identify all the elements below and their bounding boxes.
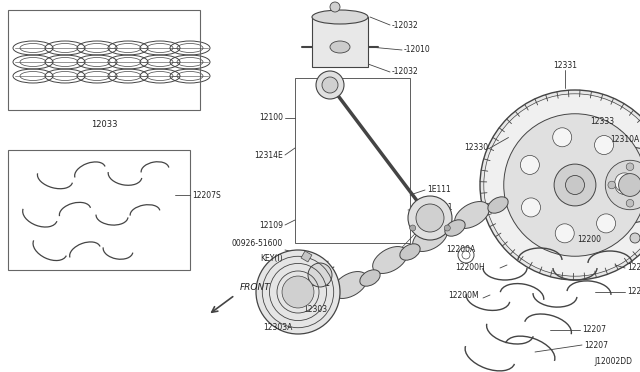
Text: 12207: 12207 [627, 263, 640, 273]
Text: 12314E: 12314E [254, 151, 283, 160]
Circle shape [408, 196, 452, 240]
Circle shape [256, 250, 340, 334]
Text: -12032: -12032 [392, 20, 419, 29]
Circle shape [410, 225, 415, 231]
Ellipse shape [488, 197, 508, 213]
Circle shape [444, 225, 451, 231]
Circle shape [522, 198, 541, 217]
Text: 12207: 12207 [584, 340, 608, 350]
Text: 12100: 12100 [259, 113, 283, 122]
Circle shape [595, 135, 614, 154]
Ellipse shape [330, 41, 350, 53]
Circle shape [282, 276, 314, 308]
Text: KEY(I): KEY(I) [260, 253, 283, 263]
Text: 12303: 12303 [303, 305, 327, 314]
Text: 00926-51600: 00926-51600 [232, 240, 283, 248]
Text: 1E111: 1E111 [427, 186, 451, 195]
Bar [8, 10, 200, 110]
Ellipse shape [445, 220, 465, 236]
Circle shape [553, 128, 572, 147]
Circle shape [592, 147, 640, 223]
Circle shape [615, 173, 634, 192]
Circle shape [504, 114, 640, 256]
Text: -12032: -12032 [392, 67, 419, 77]
Text: 12200: 12200 [577, 235, 601, 244]
Circle shape [286, 280, 310, 304]
Circle shape [619, 174, 640, 196]
Text: J12002DD: J12002DD [594, 357, 632, 366]
Circle shape [596, 214, 616, 233]
Circle shape [316, 71, 344, 99]
Text: 13021: 13021 [306, 279, 330, 289]
Text: 12200A: 12200A [445, 246, 475, 254]
Circle shape [566, 176, 584, 195]
Text: 12303F: 12303F [562, 170, 591, 180]
Bar [295, 78, 410, 243]
Circle shape [605, 160, 640, 210]
Circle shape [308, 263, 332, 287]
Circle shape [480, 90, 640, 280]
Text: 12207S: 12207S [192, 190, 221, 199]
Text: 12207: 12207 [582, 326, 606, 334]
Circle shape [626, 163, 634, 170]
Ellipse shape [372, 247, 407, 273]
Text: 12200M: 12200M [448, 291, 479, 299]
Text: 12200H: 12200H [455, 263, 484, 273]
Circle shape [615, 176, 634, 195]
Circle shape [554, 164, 596, 206]
Circle shape [626, 199, 634, 207]
Circle shape [416, 204, 444, 232]
Ellipse shape [400, 244, 420, 260]
Circle shape [608, 181, 616, 189]
Text: FRONT: FRONT [240, 283, 271, 292]
Circle shape [556, 224, 574, 243]
Text: 12207: 12207 [627, 288, 640, 296]
Circle shape [484, 94, 640, 276]
Bar [312, 17, 368, 67]
Bar [301, 251, 312, 262]
Text: -12010: -12010 [404, 45, 431, 55]
Circle shape [330, 2, 340, 12]
Text: 12033: 12033 [91, 120, 117, 129]
Ellipse shape [333, 272, 367, 298]
Ellipse shape [312, 10, 368, 24]
Circle shape [322, 77, 338, 93]
Text: 12303A: 12303A [263, 323, 292, 331]
Circle shape [520, 155, 540, 174]
Text: 12109: 12109 [259, 221, 283, 230]
Text: 12331: 12331 [553, 61, 577, 70]
Text: 12333: 12333 [590, 118, 614, 126]
Text: -12111: -12111 [427, 203, 454, 212]
Ellipse shape [360, 270, 380, 286]
Bar [8, 150, 190, 270]
Ellipse shape [413, 225, 447, 251]
Text: 12310A: 12310A [610, 135, 639, 144]
Ellipse shape [454, 202, 490, 228]
Circle shape [630, 233, 640, 243]
Text: 12330: 12330 [464, 144, 488, 153]
